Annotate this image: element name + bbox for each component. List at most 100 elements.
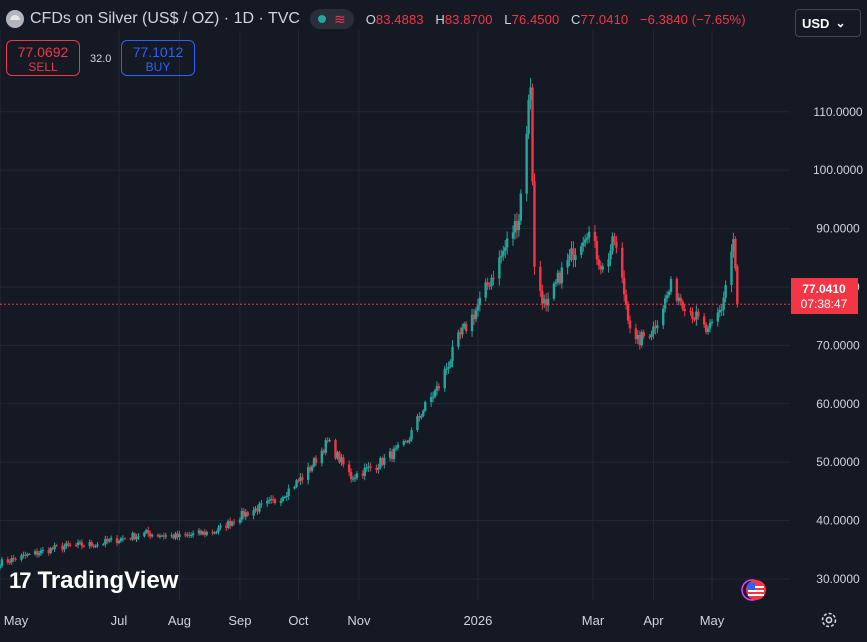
candle-body [147,530,150,534]
candle-body [281,497,285,502]
candle-body [0,559,4,566]
candle-body [61,545,64,550]
candle-body [355,473,359,478]
candle-body [367,466,370,468]
candle-body [525,133,528,194]
tradingview-logo-mark: 17 [9,568,32,593]
candle-body [640,332,643,346]
x-tick-label: Jul [111,613,128,628]
candle-body [279,501,283,503]
candle-body [470,314,474,332]
gear-icon[interactable] [819,610,839,630]
candle-body [669,278,673,292]
candle-body [63,546,66,550]
candle-body [484,282,487,298]
y-tick-label: 60.0000 [816,397,860,411]
x-tick-label: Aug [168,613,191,628]
candle-body [704,324,708,333]
candle-body [109,538,113,540]
candle-body [295,480,298,487]
candle-body [587,231,591,238]
tradingview-logo-text: TradingView [37,567,179,594]
candle-body [336,452,339,459]
candle-body [511,232,515,239]
candle-body [459,332,462,335]
candle-body [301,477,304,480]
candle-body [20,555,23,560]
candle-body [39,550,43,554]
buy-label: BUY [145,60,171,74]
candle-body [342,457,345,465]
candle-body [287,488,290,496]
candle-body [123,538,127,540]
candle-body [679,297,682,302]
bar-countdown: 07:38:47 [801,297,848,311]
candle-body [638,335,642,346]
candle-body [35,551,39,555]
candle-body [242,510,246,517]
chevron-down-icon: ⌄ [835,16,846,30]
candle-body [90,542,93,546]
us-flag-icon[interactable] [739,578,769,602]
spread-value: 32.0 [90,53,112,65]
candle-body [722,297,725,310]
candle-body [8,562,11,564]
candle-body [227,520,230,528]
market-status[interactable]: ≋ [309,9,354,29]
candle-body [232,521,236,523]
candle-body [340,457,343,463]
candle-body [539,266,542,292]
candle-body [252,510,255,516]
candle-body [353,477,357,479]
candle-body [406,441,409,443]
candle-body [361,473,365,476]
candle-body [306,467,310,480]
candle-body [418,416,421,418]
x-tick-label: Sep [228,613,251,628]
candle-body [351,478,355,480]
candle-body [375,467,378,470]
buy-button[interactable]: 77.1012 BUY [121,40,195,76]
sell-label: SELL [28,60,58,74]
candle-body [626,304,630,321]
candle-body [80,542,84,547]
candle-body [137,536,140,538]
candle-body [420,415,423,418]
candle-body [260,503,263,505]
candle-body [133,533,136,540]
candle-body [675,278,679,301]
candle-body [117,541,121,544]
candle-body [543,299,546,304]
sell-button[interactable]: 77.0692 SELL [6,40,80,76]
candle-body [490,277,493,287]
x-tick-label: 2026 [463,613,492,628]
candle-body [558,272,562,284]
candle-body [654,326,657,329]
candle-body [285,495,288,497]
candle-body [104,539,107,545]
candle-body [498,257,501,279]
candle-body [663,298,667,309]
currency-select[interactable]: USD ⌄ [795,9,861,37]
candle-body [320,450,324,464]
candle-body [0,565,2,568]
candle-body [396,444,400,448]
candle-body [310,466,314,471]
candle-body [656,325,659,329]
candle-body [33,551,37,555]
tradingview-logo[interactable]: 17 TradingView [9,567,178,595]
x-tick-label: May [700,613,725,628]
candle-body [131,533,134,540]
candle-body [504,247,507,251]
candle-body [615,241,618,248]
candle-body [601,266,604,270]
candle-body [383,457,386,465]
candle-body [162,535,166,537]
sell-price: 77.0692 [17,44,69,60]
candle-body [410,430,413,440]
candle-body [634,328,638,340]
data-wave-icon: ≋ [333,11,346,27]
candle-body [706,328,710,333]
symbol-title[interactable]: CFDs on Silver (US$ / OZ) · 1D · TVC [30,10,300,27]
